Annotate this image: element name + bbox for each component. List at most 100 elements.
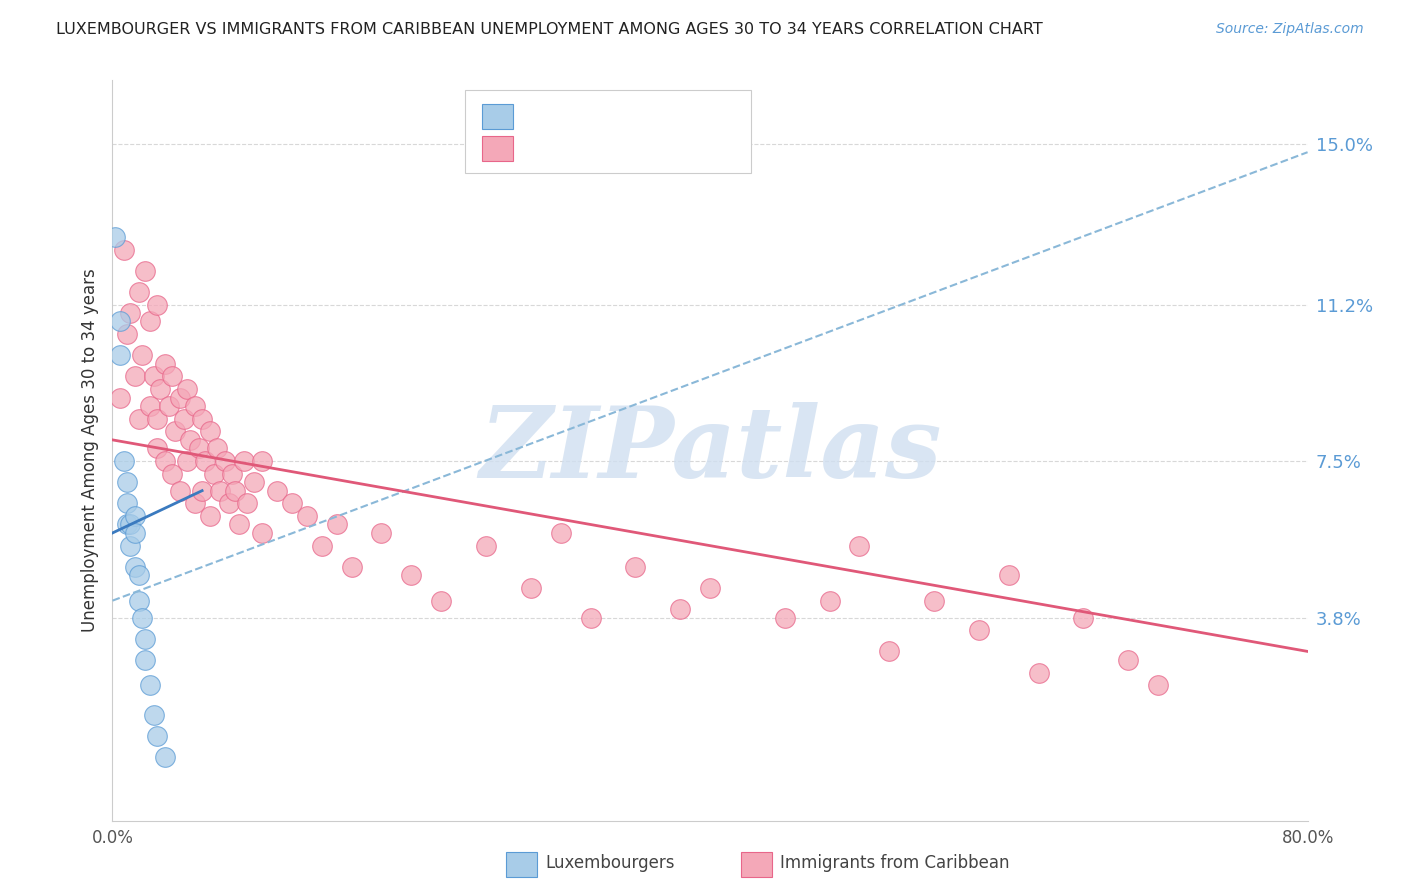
Text: Immigrants from Caribbean: Immigrants from Caribbean: [780, 855, 1010, 872]
Point: [818, 593, 841, 607]
Point: [340, 559, 363, 574]
Point: [128, 568, 150, 582]
Point: [669, 602, 692, 616]
Point: [146, 297, 169, 311]
Point: [401, 568, 423, 582]
Point: [233, 454, 256, 468]
Point: [173, 411, 195, 425]
Point: [243, 475, 266, 490]
Point: [1073, 610, 1095, 624]
Point: [143, 369, 166, 384]
Point: [153, 454, 176, 468]
Point: [139, 314, 162, 328]
Text: R =: R =: [524, 137, 553, 152]
Point: [124, 525, 146, 540]
Point: [550, 525, 572, 540]
Point: [176, 454, 198, 468]
Point: [370, 525, 392, 540]
Point: [699, 581, 721, 595]
Point: [922, 593, 945, 607]
Point: [124, 509, 146, 524]
Point: [162, 369, 183, 384]
Point: [281, 496, 304, 510]
Point: [131, 348, 153, 362]
Text: -0.305: -0.305: [569, 136, 628, 153]
Point: [202, 467, 225, 481]
Point: [191, 411, 214, 425]
Point: [624, 559, 647, 574]
Text: 0.039: 0.039: [569, 104, 621, 122]
Point: [194, 454, 217, 468]
Point: [117, 517, 139, 532]
Point: [179, 433, 201, 447]
Text: 141: 141: [671, 136, 706, 153]
Point: [128, 411, 150, 425]
Point: [114, 454, 135, 468]
Point: [120, 539, 142, 553]
Point: [221, 467, 243, 481]
Point: [120, 306, 142, 320]
Point: [266, 483, 288, 498]
Point: [146, 442, 169, 456]
Point: [108, 348, 131, 362]
Point: [879, 644, 901, 658]
Point: [183, 399, 205, 413]
Y-axis label: Unemployment Among Ages 30 to 34 years: Unemployment Among Ages 30 to 34 years: [80, 268, 98, 632]
Point: [1028, 665, 1050, 680]
Point: [146, 729, 169, 743]
Point: [153, 750, 176, 764]
Point: [169, 483, 191, 498]
Point: [191, 483, 214, 498]
Point: [128, 593, 150, 607]
Point: [520, 581, 543, 595]
Point: [998, 568, 1021, 582]
Point: [430, 593, 453, 607]
Point: [176, 382, 198, 396]
Point: [114, 243, 135, 257]
Point: [124, 369, 146, 384]
Point: [162, 467, 183, 481]
Point: [198, 509, 221, 524]
Point: [205, 442, 228, 456]
Point: [131, 610, 153, 624]
Point: [128, 285, 150, 299]
Text: Luxembourgers: Luxembourgers: [546, 855, 675, 872]
Point: [773, 610, 796, 624]
Point: [579, 610, 602, 624]
Point: [117, 327, 139, 342]
Point: [120, 517, 142, 532]
Point: [214, 454, 236, 468]
Point: [157, 399, 180, 413]
Point: [169, 391, 191, 405]
Point: [209, 483, 232, 498]
Point: [108, 391, 131, 405]
Point: [224, 483, 246, 498]
Point: [1147, 678, 1170, 692]
Point: [311, 539, 333, 553]
Point: [134, 653, 156, 667]
Point: [117, 475, 139, 490]
Point: [104, 229, 127, 244]
Text: R =: R =: [524, 106, 553, 120]
Point: [475, 539, 498, 553]
Point: [218, 496, 240, 510]
Text: 21: 21: [671, 104, 693, 122]
Point: [134, 632, 156, 646]
Point: [139, 399, 162, 413]
Point: [250, 525, 273, 540]
Point: [188, 442, 211, 456]
Point: [250, 454, 273, 468]
Point: [124, 559, 146, 574]
Point: [183, 496, 205, 510]
Point: [325, 517, 347, 532]
Text: N =: N =: [626, 137, 655, 152]
Point: [139, 678, 162, 692]
Point: [236, 496, 259, 510]
Point: [153, 357, 176, 371]
Text: N =: N =: [626, 106, 655, 120]
Text: ZIPatlas: ZIPatlas: [479, 402, 941, 499]
Point: [295, 509, 318, 524]
Point: [146, 411, 169, 425]
Point: [134, 263, 156, 277]
Point: [198, 425, 221, 439]
